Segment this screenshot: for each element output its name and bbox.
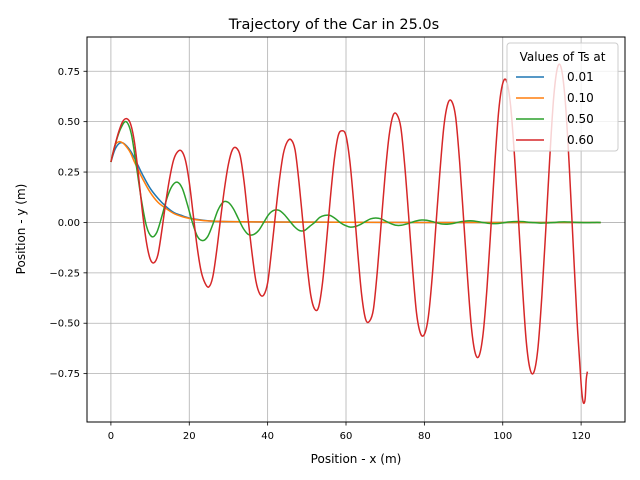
axis-ticks: 0 20 40 60 80 100 120 −0.75 −0.50 −0.25 0.00 0.25 0.…	[49, 67, 590, 442]
legend: Values of Ts at 0.01 0.10 0.50 0.60	[506, 42, 619, 152]
x-tick-label: 0	[108, 431, 114, 442]
x-tick-label: 20	[183, 431, 196, 442]
x-tick-label: 60	[340, 431, 353, 442]
y-tick-label: 0.25	[58, 168, 80, 179]
y-tick-label: −0.75	[49, 369, 80, 380]
legend-label: 0.50	[567, 112, 594, 126]
series-lines	[110, 63, 601, 405]
series-line-0.10	[110, 140, 601, 224]
y-tick-label: −0.25	[49, 268, 80, 279]
legend-title: Values of Ts at	[520, 50, 606, 64]
plot-frame	[86, 36, 626, 423]
y-tick-label: 0.75	[58, 67, 80, 78]
x-tick-label: 120	[572, 431, 591, 442]
legend-label: 0.60	[567, 133, 594, 147]
chart-title: Trajectory of the Car in 25.0s	[228, 17, 439, 33]
legend-entries: 0.01 0.10 0.50 0.60	[516, 70, 594, 147]
x-tick-label: 100	[493, 431, 512, 442]
y-tick-label: 0.00	[58, 218, 80, 229]
y-tick-label: −0.50	[49, 319, 80, 330]
series-line-0.60	[110, 63, 589, 405]
legend-label: 0.10	[567, 91, 594, 105]
y-tick-label: 0.50	[58, 117, 80, 128]
x-axis-label: Position - x (m)	[311, 452, 402, 466]
legend-box	[506, 42, 619, 152]
x-tick-label: 80	[418, 431, 431, 442]
legend-label: 0.01	[567, 70, 594, 84]
x-tick-label: 40	[261, 431, 274, 442]
y-axis-label: Position - y (m)	[14, 184, 28, 275]
